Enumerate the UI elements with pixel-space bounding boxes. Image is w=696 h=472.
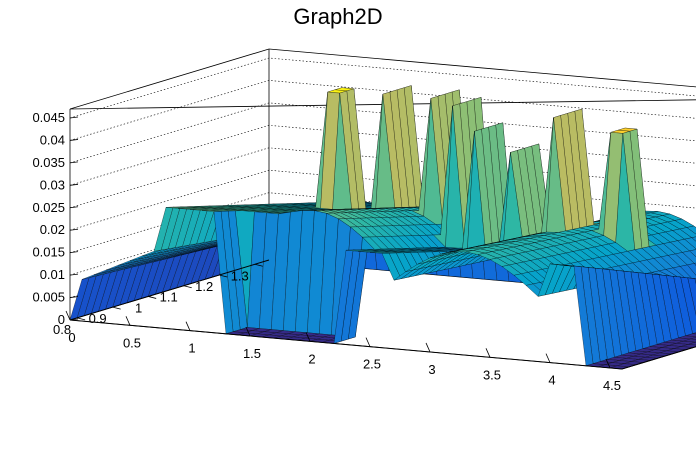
- x-tick-label: 4: [548, 373, 555, 388]
- y-tick: [183, 285, 192, 289]
- back-top-edge: [268, 48, 696, 88]
- z-tick-label: 0.035: [32, 155, 65, 170]
- y-tick: [148, 296, 157, 299]
- y-axis-line: [69, 259, 270, 321]
- z-tick-label: 0.03: [40, 177, 65, 192]
- x-tick: [425, 342, 431, 353]
- z-tick: [69, 161, 79, 164]
- chart-title: Graph2D: [293, 4, 382, 29]
- x-axis-line: [69, 319, 623, 370]
- x-tick: [545, 353, 551, 363]
- z-tick-label: 0.025: [32, 200, 65, 215]
- grid-line: [69, 57, 696, 119]
- z-tick-label: 0.045: [32, 110, 65, 125]
- front-frame: [69, 259, 696, 370]
- x-tick: [125, 316, 131, 326]
- x-tick-label: 3: [428, 362, 435, 377]
- grid-line: [69, 192, 696, 253]
- x-tick: [185, 321, 191, 331]
- z-tick: [69, 183, 79, 186]
- y-tick-label: 1.2: [195, 279, 213, 294]
- z-tick: [69, 116, 79, 119]
- x-tick-label: 2: [308, 351, 315, 366]
- surface-mesh: [69, 85, 696, 370]
- grid-line: [69, 102, 696, 164]
- y-tick-label: 0.9: [89, 311, 107, 326]
- y-tick-label: 1.1: [160, 290, 178, 305]
- z-tick-label: 0.02: [40, 222, 65, 237]
- x-tick: [485, 348, 491, 358]
- z-tick: [69, 206, 79, 209]
- x-tick: [245, 326, 251, 337]
- z-tick-label: 0.015: [32, 245, 65, 260]
- x-tick-label: 2.5: [363, 357, 381, 372]
- y-tick: [112, 306, 121, 310]
- z-tick-label: 0.01: [40, 267, 65, 282]
- y-tick-label: 1: [135, 300, 142, 315]
- x-tick: [365, 337, 371, 347]
- z-tick: [69, 318, 79, 321]
- z-axis: 0 0.005 0.01 0.015 0.02 0.025 0.03 0.035 0.04 0.0…: [32, 110, 79, 327]
- grid-line: [69, 147, 696, 209]
- y-tick-label: 1.3: [231, 268, 249, 283]
- x-tick: [305, 332, 311, 342]
- right-floor-line: [621, 346, 696, 370]
- x-tick-label: 4.5: [603, 378, 621, 393]
- z-tick: [69, 228, 79, 231]
- z-tick-label: 0.04: [40, 132, 65, 147]
- x-tick-label: 3.5: [483, 367, 501, 382]
- surface-cell: [688, 342, 696, 346]
- y-axis: 0.8 0.9 1 1.1 1.2 1.3: [53, 263, 263, 337]
- x-tick-label: 0: [68, 330, 75, 345]
- x-tick-label: 0.5: [123, 335, 141, 350]
- x-axis: 0 0.5 1 1.5 2 2.5 3 3.5 4 4.5: [65, 310, 621, 393]
- surface-cell: [689, 249, 696, 258]
- z-tick: [69, 251, 79, 254]
- x-tick-label: 1: [188, 341, 195, 356]
- z-tick: [69, 273, 79, 276]
- z-tick-label: 0.005: [32, 290, 65, 305]
- grid-line: [69, 80, 696, 141]
- grid-line: [69, 124, 696, 186]
- y-tick-label: 0.8: [53, 322, 71, 337]
- y-tick: [254, 263, 263, 267]
- z-tick-label: 0: [58, 312, 65, 327]
- grid-line: [69, 169, 696, 231]
- x-tick: [605, 358, 611, 369]
- x-tick: [65, 310, 71, 321]
- y-tick: [219, 274, 228, 278]
- left-top-edge: [69, 48, 270, 110]
- y-tick: [77, 317, 86, 321]
- z-tick: [69, 296, 79, 298]
- z-tick: [69, 139, 79, 141]
- x-tick-label: 1.5: [243, 346, 261, 361]
